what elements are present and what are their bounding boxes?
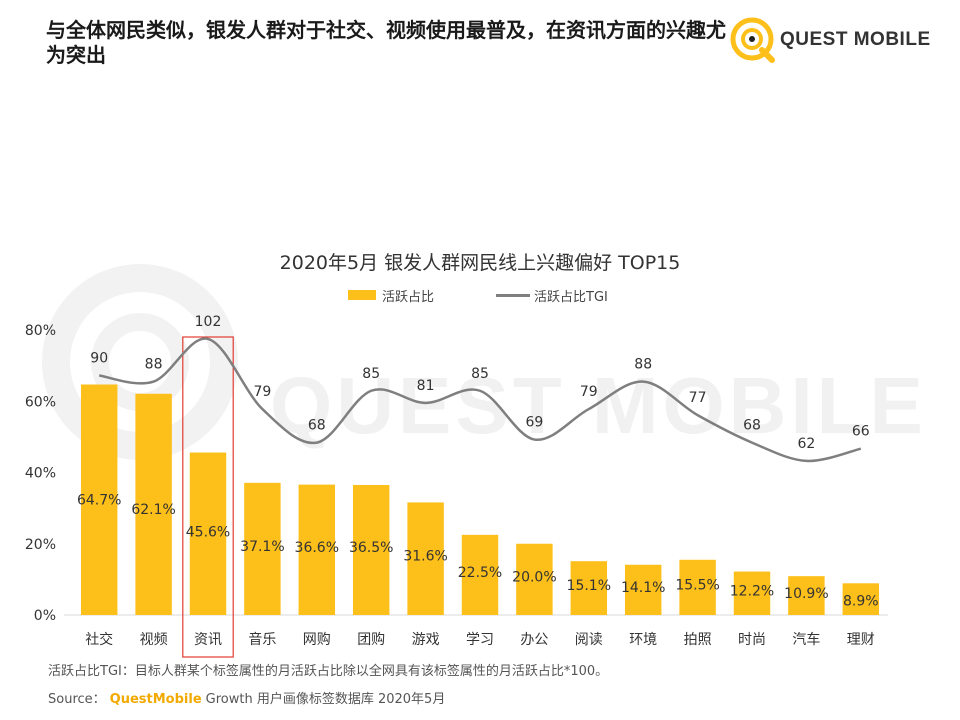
bar bbox=[244, 482, 281, 615]
source-line: Source： QuestMobile Growth 用户画像标签数据库 2020年… bbox=[48, 688, 445, 707]
tgi-value-label: 88 bbox=[145, 357, 163, 373]
bar-value-label: 15.5% bbox=[675, 577, 719, 593]
bar-value-label: 12.2% bbox=[730, 583, 774, 599]
questmobile-logo-icon bbox=[730, 17, 775, 63]
tgi-value-label: 68 bbox=[743, 418, 761, 434]
bar bbox=[298, 484, 336, 615]
x-tick-label: 时尚 bbox=[738, 632, 766, 648]
x-tick-label: 网购 bbox=[303, 632, 331, 648]
bar-value-label: 20.0% bbox=[512, 569, 556, 585]
tgi-line bbox=[98, 337, 862, 463]
bar bbox=[352, 484, 390, 615]
x-tick-label: 音乐 bbox=[248, 631, 276, 648]
tgi-value-label: 79 bbox=[253, 384, 271, 400]
legend-swatch-bar bbox=[348, 290, 376, 300]
bar-value-label: 8.9% bbox=[843, 593, 879, 609]
x-tick-label: 理财 bbox=[847, 632, 875, 648]
source-text: Growth 用户画像标签数据库 2020年5月 bbox=[205, 692, 446, 707]
bar-value-label: 37.1% bbox=[240, 539, 284, 555]
y-tick-label: 0% bbox=[34, 608, 56, 624]
logo-wordmark: QUEST MOBILE bbox=[780, 29, 931, 50]
x-tick-label: 游戏 bbox=[412, 632, 440, 648]
legend-label-bar: 活跃占比 bbox=[382, 290, 435, 305]
bar bbox=[570, 561, 608, 615]
bar bbox=[189, 452, 227, 615]
tgi-value-label: 62 bbox=[797, 436, 815, 452]
bar-value-label: 31.6% bbox=[403, 549, 447, 565]
bar bbox=[788, 576, 825, 615]
y-tick-label: 20% bbox=[25, 537, 56, 553]
legend-swatch-line bbox=[496, 294, 530, 297]
x-tick-label: 拍照 bbox=[684, 632, 712, 648]
tgi-value-label: 90 bbox=[90, 351, 108, 367]
tgi-value-label: 81 bbox=[417, 378, 435, 394]
bar-value-label: 14.1% bbox=[621, 580, 665, 596]
bar bbox=[842, 583, 880, 615]
bar bbox=[80, 384, 118, 615]
bar-value-label: 36.5% bbox=[349, 540, 393, 556]
source-prefix: Source： bbox=[48, 692, 106, 707]
highlight-box bbox=[182, 336, 234, 658]
bar bbox=[135, 393, 172, 615]
y-tick-label: 60% bbox=[25, 394, 56, 410]
tgi-value-label: 77 bbox=[689, 390, 707, 406]
x-tick-label: 视频 bbox=[140, 632, 168, 648]
tgi-value-label: 85 bbox=[471, 366, 489, 382]
y-tick-label: 80% bbox=[25, 323, 56, 339]
legend-label-line: 活跃占比TGI bbox=[534, 290, 608, 305]
bar bbox=[733, 571, 771, 615]
tgi-value-label: 68 bbox=[308, 418, 326, 434]
bar bbox=[407, 502, 444, 615]
page-headline: 与全体网民类似，银发人群对于社交、视频使用最普及，在资讯方面的兴趣尤为突出 bbox=[46, 18, 726, 67]
bar-value-label: 64.7% bbox=[77, 493, 121, 509]
bar-value-label: 36.6% bbox=[295, 540, 339, 556]
tgi-value-label: 66 bbox=[852, 424, 870, 440]
questmobile-logo: QUEST MOBILE bbox=[728, 14, 931, 66]
footnote: 活跃占比TGI：目标人群某个标签属性的月活跃占比除以全网具有该标签属性的月活跃占… bbox=[48, 664, 609, 679]
bar-value-label: 15.1% bbox=[567, 578, 611, 594]
bar-value-label: 45.6% bbox=[186, 525, 230, 541]
x-tick-label: 环境 bbox=[629, 632, 657, 648]
x-tick-label: 汽车 bbox=[792, 631, 820, 648]
tgi-value-label: 85 bbox=[362, 366, 380, 382]
x-tick-label: 团购 bbox=[357, 632, 385, 648]
tgi-value-label: 102 bbox=[195, 314, 222, 330]
y-tick-label: 40% bbox=[25, 466, 56, 482]
bar bbox=[461, 534, 499, 615]
bar bbox=[516, 543, 553, 615]
x-tick-label: 办公 bbox=[520, 632, 548, 648]
bar-value-label: 10.9% bbox=[784, 586, 828, 602]
bar-value-label: 62.1% bbox=[131, 502, 175, 518]
x-tick-label: 阅读 bbox=[575, 631, 603, 648]
bar-value-label: 22.5% bbox=[458, 565, 502, 581]
bar bbox=[624, 564, 662, 615]
tgi-value-label: 79 bbox=[580, 384, 598, 400]
x-tick-label: 资讯 bbox=[194, 632, 222, 648]
tgi-value-label: 88 bbox=[634, 357, 652, 373]
bar bbox=[679, 559, 716, 615]
x-tick-label: 社交 bbox=[85, 631, 113, 648]
source-brand: QuestMobile bbox=[109, 692, 202, 707]
tgi-value-label: 69 bbox=[525, 415, 543, 431]
x-tick-label: 学习 bbox=[466, 632, 494, 648]
chart-title: 2020年5月 银发人群网民线上兴趣偏好 TOP15 bbox=[279, 252, 681, 274]
